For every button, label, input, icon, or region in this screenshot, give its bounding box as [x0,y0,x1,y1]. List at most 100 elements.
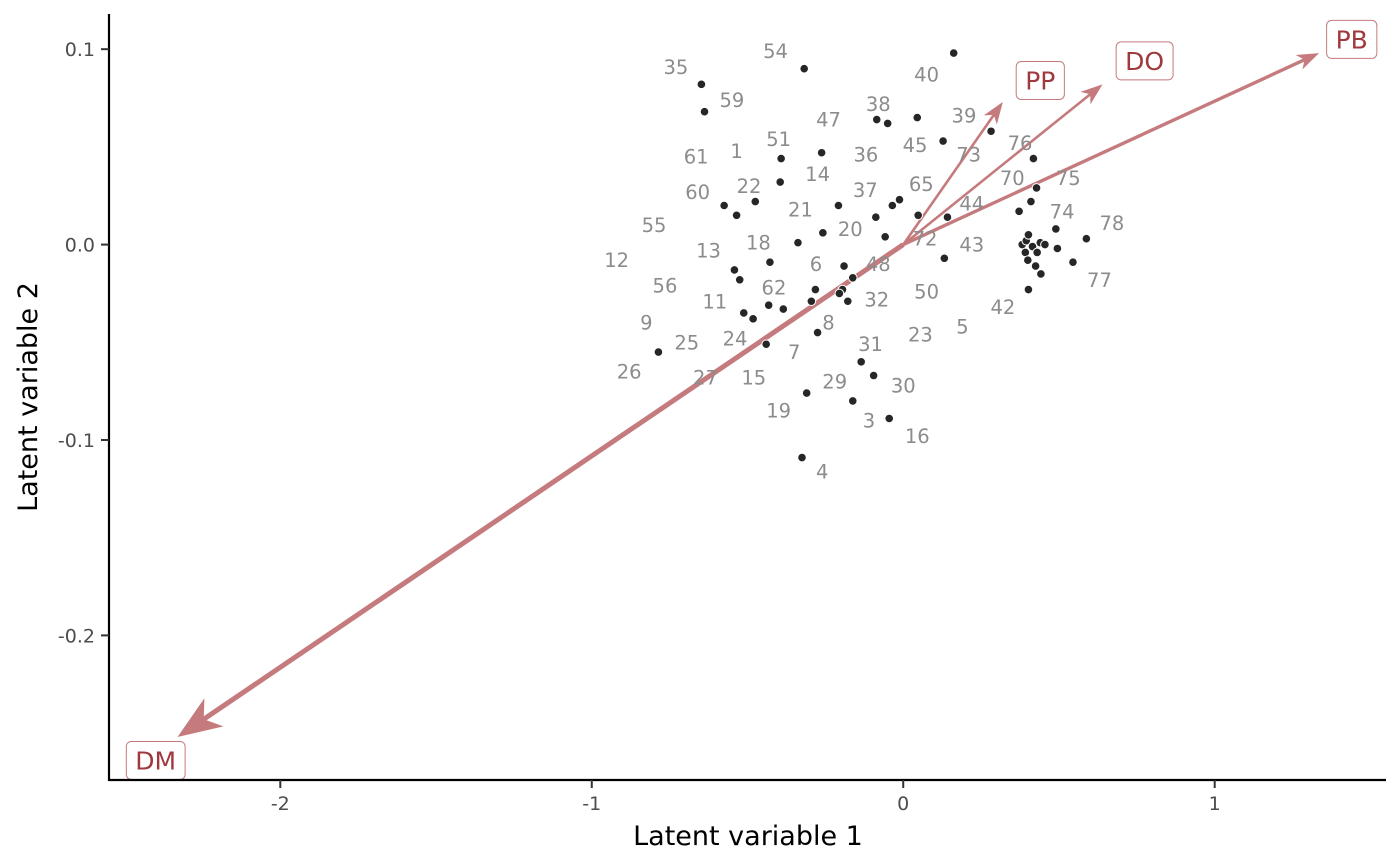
point-label: 72 [913,228,938,251]
data-point [1020,247,1031,258]
point-label: 30 [891,374,916,397]
svg-text:PB: PB [1336,25,1368,54]
data-point [847,273,858,283]
point-label: 45 [903,134,928,157]
data-point [765,257,775,267]
data-point [868,370,879,381]
point-label: 4 [816,460,828,483]
data-point [699,106,710,117]
point-label: 73 [956,144,981,167]
point-label: 59 [720,89,745,112]
data-point [833,200,844,211]
y-tick-label: -0.2 [58,625,95,647]
point-label: 1 [730,140,742,163]
data-point [1014,206,1024,217]
point-label: 76 [1008,132,1033,155]
data-point [871,212,881,223]
data-point [1051,224,1061,234]
point-label: 32 [864,288,889,311]
point-label: 78 [1099,212,1124,235]
data-point [1030,261,1041,271]
point-label: 75 [1056,167,1081,190]
point-label: 38 [866,93,891,116]
point-label: 14 [805,163,830,186]
point-label: 74 [1050,200,1075,223]
data-point [1023,255,1033,266]
arrow-pp [902,101,1003,246]
data-point [801,388,812,398]
point-label: 51 [766,128,791,151]
data-point [816,147,827,158]
point-label: 35 [663,56,688,79]
arrow-label-pp: PP [1015,60,1065,100]
data-point [871,114,882,125]
x-tick-label: -2 [271,793,290,815]
point-label: 42 [990,296,1015,319]
svg-text:DM: DM [135,746,176,775]
point-label: 5 [956,316,968,339]
point-label: 11 [702,290,727,313]
data-point [894,194,905,205]
point-label: 70 [1000,167,1025,190]
point-label: 27 [693,366,718,389]
point-label: 24 [723,327,748,350]
data-point [1040,239,1050,250]
points-layer [653,48,1092,463]
data-point [731,210,742,221]
point-label: 60 [685,181,710,204]
point-label: 77 [1087,269,1112,292]
point-label: 12 [604,249,629,272]
point-label: 18 [746,232,771,255]
data-point [797,452,807,463]
data-point [948,48,959,58]
data-point [938,136,948,146]
data-point [1036,269,1046,279]
x-tick-label: 0 [897,793,909,815]
data-point [761,339,771,350]
data-point [834,288,845,299]
point-label: 39 [952,105,977,128]
point-label: 55 [642,214,667,237]
arrow-do [902,84,1103,246]
arrow-labels-layer: DM PB DO PP [125,19,1378,780]
point-label: 56 [653,275,678,298]
data-point [842,296,853,307]
data-point [653,347,664,357]
y-tick-label: 0.0 [65,235,95,257]
data-point [738,308,749,318]
arrow-dm [177,242,905,738]
point-label: 40 [914,64,939,87]
point-label: 65 [909,173,934,196]
x-tick-label: -1 [582,793,601,815]
point-label: 23 [908,323,933,346]
point-label: 25 [674,331,699,354]
data-point [776,153,786,164]
point-label: 37 [853,179,878,202]
data-point [748,314,758,324]
point-label: 16 [905,425,930,448]
point-label: 62 [762,277,787,300]
point-label: 31 [858,333,883,356]
data-point [847,396,858,406]
point-label: 15 [741,366,766,389]
data-point [778,304,789,314]
data-point [913,210,923,221]
data-point [729,265,740,275]
data-point [750,196,761,207]
data-point [839,261,849,271]
point-label: 26 [617,361,642,384]
data-point [887,200,898,211]
point-label: 6 [810,253,822,276]
data-point [882,118,893,129]
point-label: 43 [959,234,984,257]
point-label: 48 [866,253,891,276]
y-axis-title: Latent variable 2 [13,282,44,512]
data-point [1052,243,1063,254]
data-point [912,112,923,123]
data-point [942,212,953,223]
point-label: 9 [640,312,652,335]
data-point [1068,257,1078,267]
point-label: 50 [914,280,939,303]
